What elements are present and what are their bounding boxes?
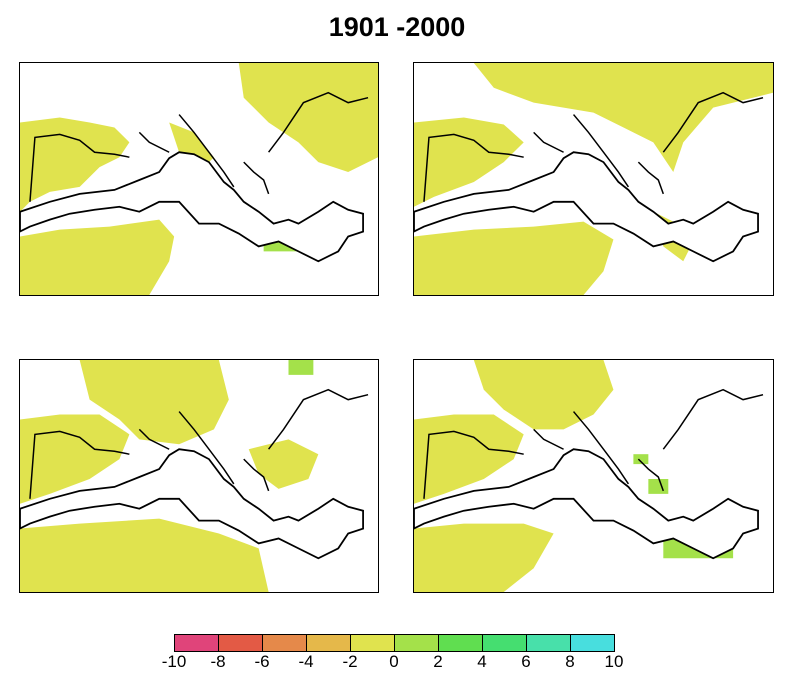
- colorbar-box: [482, 634, 527, 652]
- coastline: [29, 91, 369, 202]
- colorbar-box: [350, 634, 395, 652]
- colorbar-tick-label: -6: [254, 652, 270, 671]
- anomaly-region-positive: [648, 478, 669, 494]
- anomaly-region-near-zero: [20, 117, 130, 212]
- colorbar-tick-label: 0: [389, 652, 399, 671]
- map-panel-top-left: [19, 62, 379, 296]
- anomaly-region-near-zero: [414, 414, 524, 504]
- anomaly-region-near-zero: [473, 360, 614, 430]
- mediterranean-sea: [414, 448, 759, 560]
- mediterranean-sea: [414, 151, 759, 263]
- coastline: [29, 388, 369, 499]
- anomaly-region-near-zero: [20, 414, 130, 504]
- anomaly-region-near-zero: [414, 523, 554, 592]
- colorbar-tick-label: 6: [521, 652, 531, 671]
- map-svg: [414, 360, 764, 592]
- colorbar-tick-label: 10: [604, 652, 624, 671]
- map-panel-bottom-right: [413, 359, 774, 593]
- anomaly-region-near-zero: [169, 122, 214, 168]
- map-svg: [20, 63, 378, 295]
- colorbar-box: [174, 634, 219, 652]
- anomaly-region-near-zero: [473, 63, 773, 173]
- colorbar-box: [438, 634, 483, 652]
- map-panel-bottom-left: [19, 359, 379, 593]
- colorbar-box: [526, 634, 571, 652]
- anomaly-region-near-zero: [248, 439, 319, 489]
- colorbar-box: [570, 634, 615, 652]
- mediterranean-sea: [20, 151, 364, 263]
- map-svg: [20, 360, 369, 592]
- anomaly-region-near-zero: [79, 360, 229, 445]
- map-svg: [414, 63, 773, 295]
- colorbar-tick-label: 4: [477, 652, 487, 671]
- coastline: [423, 91, 764, 202]
- colorbar-box: [306, 634, 351, 652]
- mediterranean-sea: [20, 448, 364, 560]
- colorbar-tick-label: -2: [342, 652, 358, 671]
- anomaly-region-near-zero: [238, 63, 378, 173]
- anomaly-region-near-zero: [20, 219, 175, 295]
- anomaly-region-near-zero: [414, 221, 614, 295]
- anomaly-region-positive: [288, 360, 314, 375]
- colorbar-tick-label: -10: [161, 652, 187, 671]
- colorbar-box: [394, 634, 439, 652]
- colorbar-tick-label: -4: [298, 652, 314, 671]
- coastline: [423, 388, 764, 499]
- colorbar-tick-label: 2: [433, 652, 443, 671]
- map-panel-top-right: [413, 62, 774, 296]
- colorbar-tick-label: -8: [210, 652, 226, 671]
- colorbar-box: [218, 634, 263, 652]
- colorbar-box: [262, 634, 307, 652]
- anomaly-region-near-zero: [20, 518, 269, 592]
- anomaly-region-positive: [633, 454, 649, 465]
- colorbar-tick-label: 8: [565, 652, 575, 671]
- anomaly-region-near-zero: [414, 117, 524, 207]
- figure-title: 1901 -2000: [328, 12, 466, 42]
